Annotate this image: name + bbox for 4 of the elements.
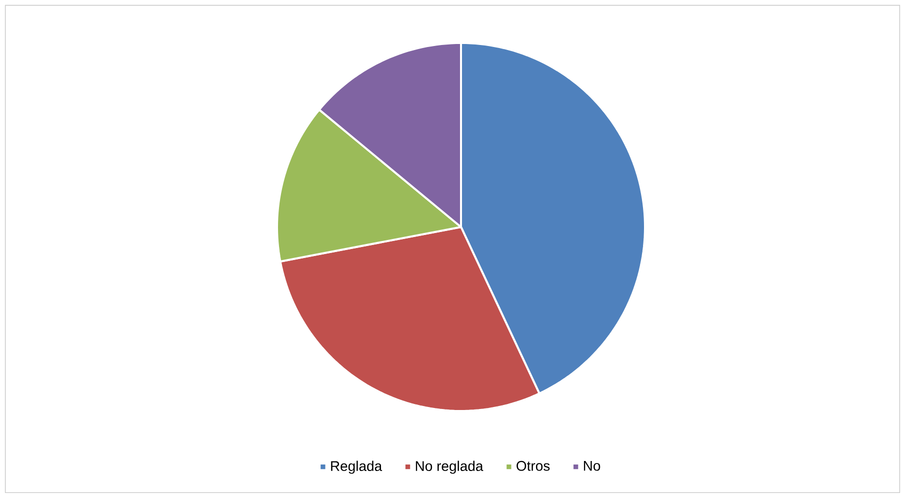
legend-label: No — [584, 461, 600, 471]
legend-label: Reglada — [331, 460, 382, 474]
legend-label: Otros — [516, 460, 550, 471]
legend-label: No reglada — [416, 460, 484, 474]
